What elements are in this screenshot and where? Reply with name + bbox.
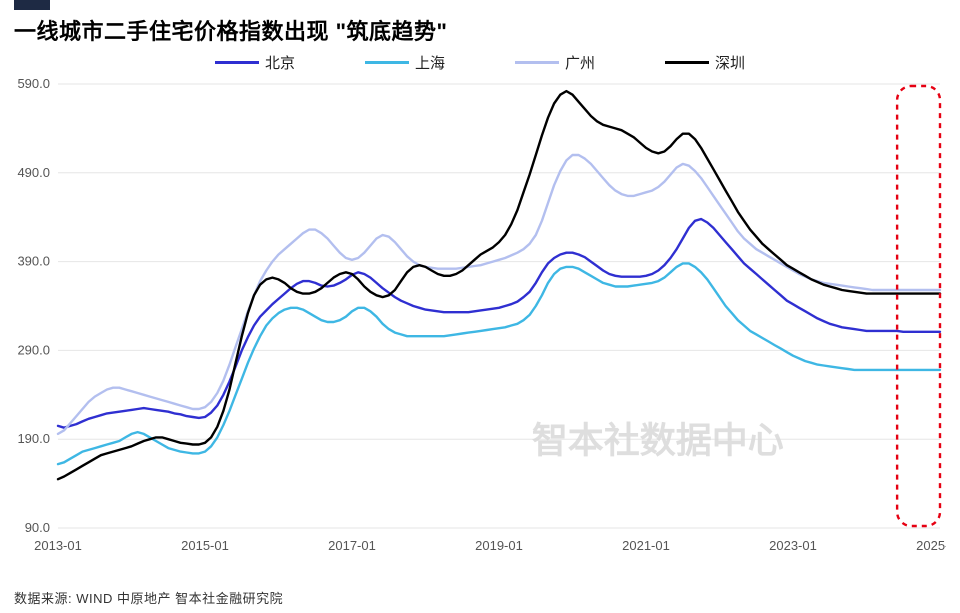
- legend-label-shanghai: 上海: [415, 52, 445, 73]
- highlight-box: [897, 86, 940, 526]
- y-tick-label: 490.0: [17, 165, 50, 180]
- line-chart-svg: 90.0 190.0 290.0 390.0 490.0 590.0 2013-01 2015…: [14, 78, 946, 568]
- legend-item-shenzhen: 深圳: [665, 52, 745, 73]
- series-line-广州: [58, 155, 940, 434]
- chart-plot-area: 90.0 190.0 290.0 390.0 490.0 590.0 2013-01 2015…: [14, 78, 946, 568]
- series-line-北京: [58, 219, 940, 428]
- chart-source: 数据来源: WIND 中原地产 智本社金融研究院: [14, 588, 283, 607]
- series-line-上海: [58, 263, 940, 464]
- y-tick-label: 590.0: [17, 78, 50, 91]
- legend-label-beijing: 北京: [265, 52, 295, 73]
- chart-page: 一线城市二手住宅价格指数出现 "筑底趋势" 北京 上海 广州 深圳 90.0 19…: [0, 0, 960, 613]
- y-tick-label: 290.0: [17, 342, 50, 357]
- x-tick-label: 2025-01: [916, 538, 946, 553]
- legend-item-beijing: 北京: [215, 52, 295, 73]
- legend-swatch-beijing: [215, 61, 259, 64]
- y-tick-label: 390.0: [17, 254, 50, 269]
- watermark-text: 智本社数据中心: [532, 420, 784, 461]
- chart-title: 一线城市二手住宅价格指数出现 "筑底趋势": [14, 14, 447, 46]
- y-tick-label: 190.0: [17, 431, 50, 446]
- x-tick-label: 2019-01: [475, 538, 523, 553]
- legend-swatch-shenzhen: [665, 61, 709, 64]
- x-tick-label: 2017-01: [328, 538, 376, 553]
- series-line-深圳: [58, 91, 940, 479]
- y-tick-label: 90.0: [25, 520, 50, 535]
- legend-label-guangzhou: 广州: [565, 52, 595, 73]
- title-accent-bar: [14, 0, 50, 10]
- x-tick-label: 2015-01: [181, 538, 229, 553]
- legend-item-shanghai: 上海: [365, 52, 445, 73]
- legend-swatch-shanghai: [365, 61, 409, 64]
- x-tick-label: 2023-01: [769, 538, 817, 553]
- x-tick-label: 2021-01: [622, 538, 670, 553]
- legend-label-shenzhen: 深圳: [715, 52, 745, 73]
- x-tick-label: 2013-01: [34, 538, 82, 553]
- legend-swatch-guangzhou: [515, 61, 559, 64]
- chart-legend: 北京 上海 广州 深圳: [0, 52, 960, 73]
- legend-item-guangzhou: 广州: [515, 52, 595, 73]
